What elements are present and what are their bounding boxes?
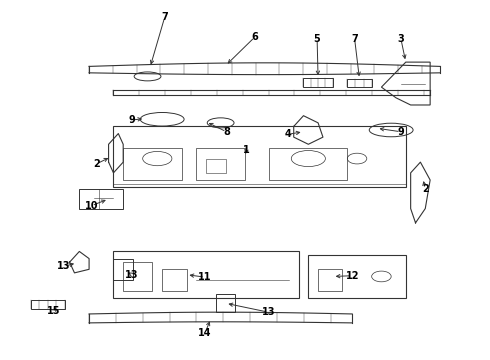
Text: 13: 13 [125,270,139,280]
Bar [79,189,123,208]
Text: 15: 15 [47,306,61,316]
Text: 7: 7 [161,13,168,22]
Text: 1: 1 [243,145,250,155]
Text: 12: 12 [345,271,359,281]
Text: 13: 13 [57,261,71,271]
Text: 6: 6 [251,32,258,42]
Text: 2: 2 [93,159,100,169]
Text: 5: 5 [314,34,320,44]
Bar [318,269,343,291]
Text: 10: 10 [85,201,98,211]
Text: 9: 9 [397,127,404,137]
Text: 7: 7 [351,34,358,44]
Bar [114,258,133,280]
Text: 11: 11 [198,272,212,282]
Bar [270,148,347,180]
Bar [114,126,406,187]
Bar [216,294,235,312]
Text: 9: 9 [128,115,135,125]
Bar [196,148,245,180]
Bar [308,255,406,298]
Bar [162,269,187,291]
Text: 14: 14 [198,328,212,338]
Bar [123,262,152,291]
Text: 8: 8 [223,127,230,137]
Text: 13: 13 [262,307,275,317]
Bar [123,148,182,180]
Bar [30,300,65,309]
Bar [303,78,333,87]
Text: 3: 3 [397,34,404,44]
Bar [347,79,372,87]
Text: 4: 4 [285,129,291,139]
Bar [114,251,298,298]
Text: 2: 2 [422,184,429,194]
Bar [206,158,225,173]
